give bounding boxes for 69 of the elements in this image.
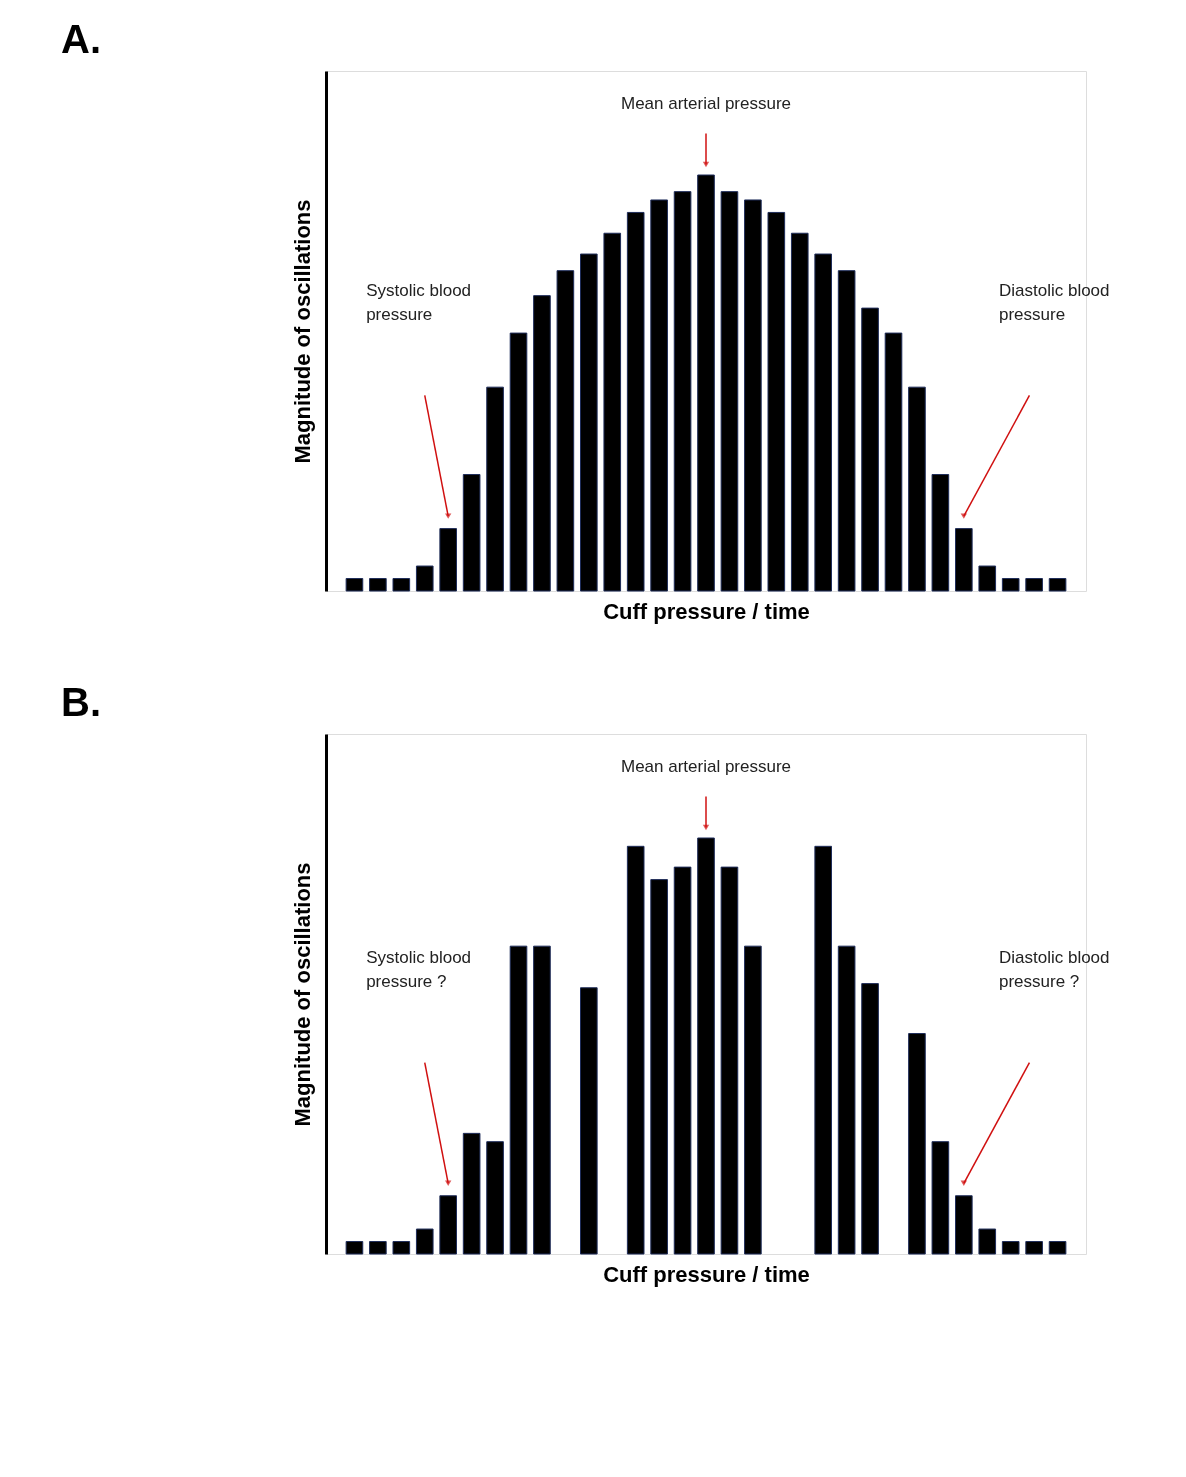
bar [1025, 578, 1043, 592]
bar [720, 191, 739, 592]
bar [720, 866, 739, 1255]
chart-title: A. [61, 17, 101, 61]
bar [556, 270, 575, 592]
bar [697, 837, 715, 1255]
bar [650, 879, 668, 1255]
annotation: Systolic blood pressure [366, 280, 472, 324]
bar [1048, 1241, 1067, 1255]
bar [345, 1241, 364, 1255]
bar [626, 845, 645, 1255]
bar [1001, 1241, 1020, 1255]
x-axis-title: Cuff pressure / time [603, 1261, 810, 1287]
bar [486, 386, 504, 592]
bar [509, 945, 528, 1255]
bar [790, 232, 809, 592]
bar [439, 528, 457, 592]
bar [509, 332, 528, 592]
bar [369, 578, 387, 592]
bar [673, 191, 692, 592]
bar [744, 199, 762, 592]
bar [462, 474, 481, 592]
y-axis-title: Magnitude of oscillations [289, 862, 315, 1127]
bar [837, 270, 856, 592]
bar [626, 211, 645, 592]
bar [744, 945, 762, 1255]
annotation: Diastolic blood pressure [998, 280, 1110, 324]
bar [415, 1228, 434, 1255]
bar [861, 307, 879, 592]
text: Mean arterial pressure [620, 93, 792, 113]
bar [415, 565, 434, 592]
chart-title: B. [61, 680, 101, 724]
annotation: Systolic blood pressure ? [366, 947, 472, 991]
bar [837, 945, 856, 1255]
bar [673, 866, 692, 1255]
bar [767, 211, 786, 592]
bar [908, 1033, 926, 1255]
y-axis-title: Magnitude of oscillations [289, 199, 315, 464]
bar [1048, 578, 1067, 592]
bar [486, 1141, 504, 1255]
bar [978, 1228, 997, 1255]
bar [814, 845, 832, 1255]
bar [978, 565, 997, 592]
bar [884, 332, 903, 592]
annotation: Diastolic blood pressure ? [998, 947, 1110, 991]
bar [533, 295, 551, 592]
bar [931, 474, 950, 592]
bar [392, 1241, 411, 1255]
bar [1001, 578, 1020, 592]
x-axis-title: Cuff pressure / time [603, 598, 810, 624]
bar [580, 987, 598, 1255]
bar [861, 983, 879, 1255]
bar [462, 1132, 481, 1255]
bar [955, 1195, 973, 1255]
bar [908, 386, 926, 592]
bar [1025, 1241, 1043, 1255]
bar [369, 1241, 387, 1255]
bar [533, 945, 551, 1255]
text: Mean arterial pressure [620, 756, 792, 776]
bar [955, 528, 973, 592]
bar [697, 174, 715, 592]
bar [580, 253, 598, 592]
bar [439, 1195, 457, 1255]
bar [392, 578, 411, 592]
bar [650, 199, 668, 592]
bar [603, 232, 622, 592]
bar [345, 578, 364, 592]
bar [931, 1141, 950, 1255]
bar [814, 253, 832, 592]
